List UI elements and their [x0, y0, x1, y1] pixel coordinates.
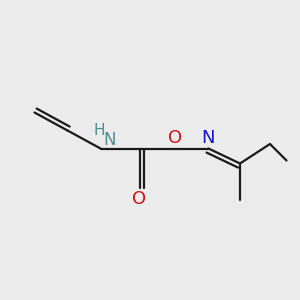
- Text: N: N: [103, 131, 116, 149]
- Text: H: H: [93, 123, 105, 138]
- Text: O: O: [132, 190, 147, 208]
- Text: N: N: [202, 129, 215, 147]
- Text: O: O: [168, 129, 183, 147]
